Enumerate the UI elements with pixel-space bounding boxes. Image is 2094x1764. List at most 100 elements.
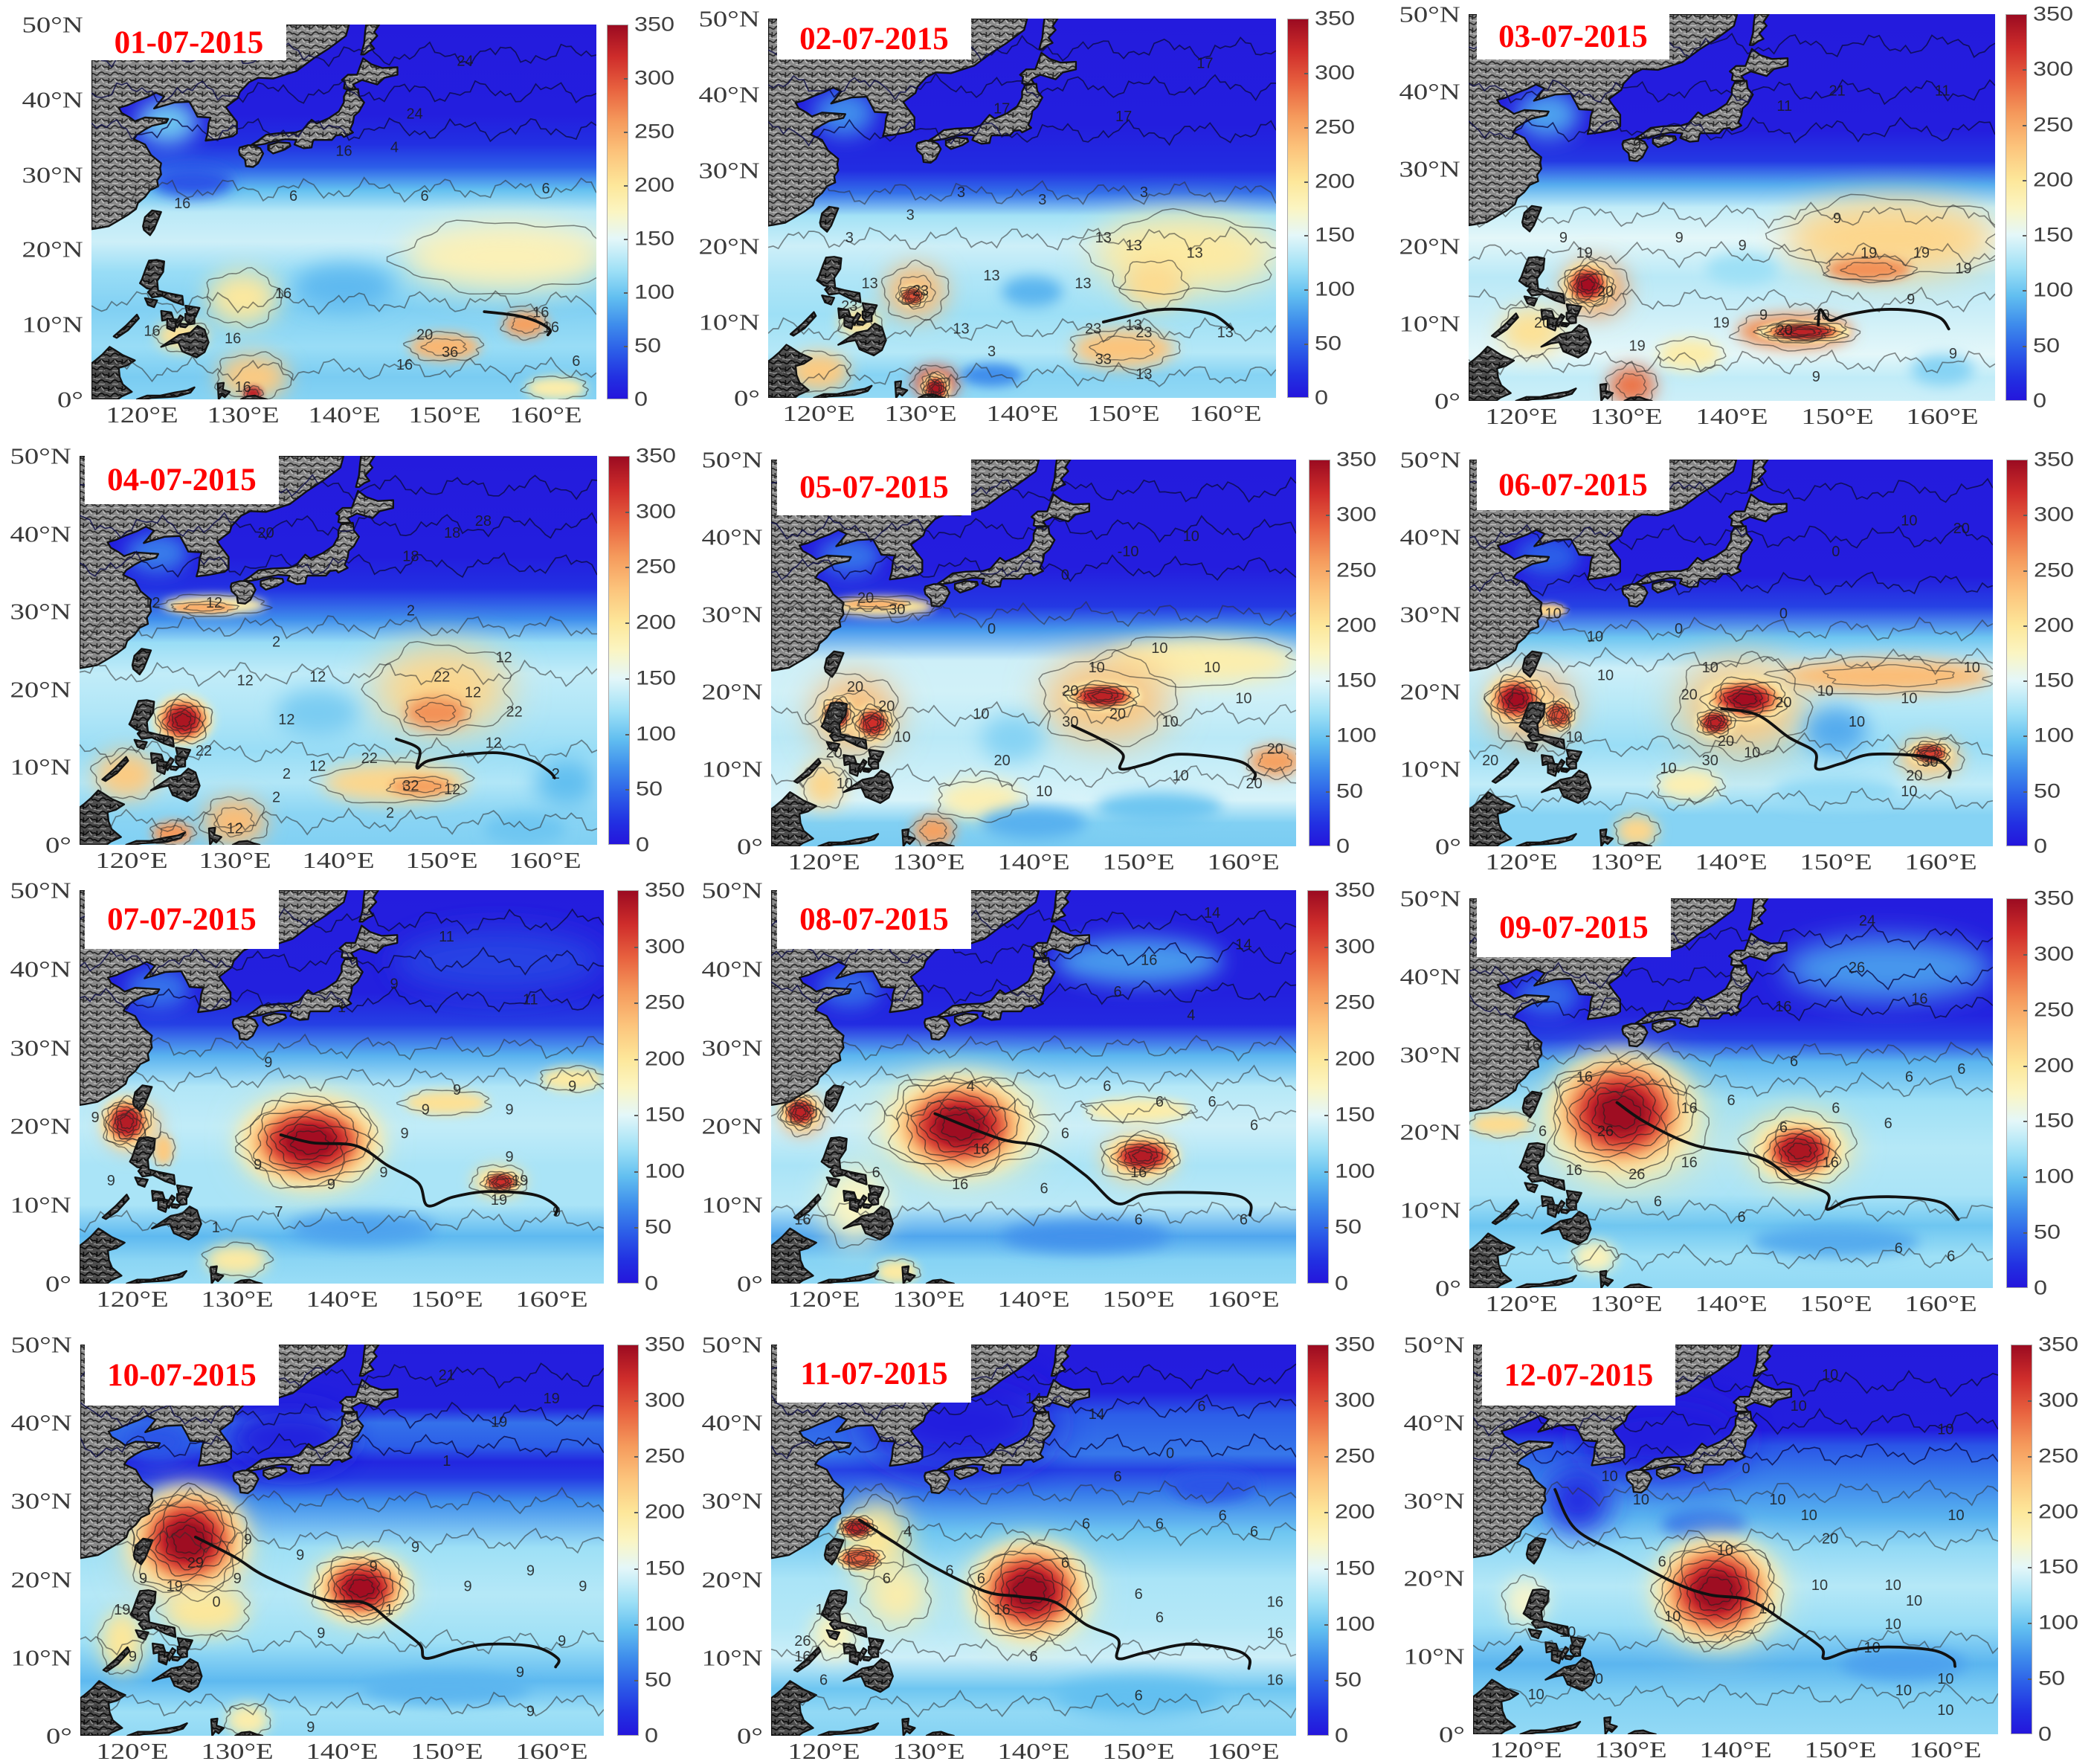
land-sulawesi: [1515, 1275, 1577, 1288]
core-contour: [341, 1574, 381, 1602]
lat-tick-label: 20°N: [1399, 233, 1460, 260]
core-contour: [941, 1112, 980, 1141]
rainfall-patch: [390, 777, 453, 796]
contour-label: 16: [1267, 1625, 1283, 1641]
land-luzon: [128, 699, 175, 748]
date-label-box: 08-07-2015: [777, 890, 971, 949]
patch-contour: [1839, 262, 1897, 277]
core-contour: [119, 1114, 135, 1130]
land-mindanao: [149, 767, 201, 802]
contour-label: 10: [1183, 528, 1199, 544]
core-contour: [492, 1176, 509, 1188]
colorbar-tick-mark: [2023, 791, 2027, 793]
colorbar-tick-label: 200: [2034, 1054, 2075, 1077]
patch-contour: [361, 640, 514, 737]
lon-tick-label: 120°E: [787, 1286, 860, 1312]
colorbar-tick-mark: [2023, 179, 2026, 181]
land-honshu: [245, 1411, 364, 1475]
patch-contour: [520, 375, 589, 399]
core-contour: [908, 292, 918, 300]
rainfall-patch: [152, 1133, 174, 1166]
contour-line: [1469, 1072, 1993, 1098]
lat-tick-label: 0°: [1439, 1721, 1465, 1748]
lon-tick-label: 120°E: [782, 400, 855, 426]
lat-tick-label: 30°N: [22, 161, 83, 188]
lat-tick-label: 50°N: [22, 11, 83, 38]
lat-tick-label: 50°N: [10, 1331, 72, 1358]
land-new-guinea-west: [1623, 396, 1653, 401]
land-kyushu: [232, 1470, 260, 1495]
contour-label: 16: [1681, 1100, 1698, 1116]
colorbar-tick-label: 350: [634, 13, 675, 36]
contour-label: 10: [1937, 1671, 1953, 1687]
colorbar-tick-label: 50: [2038, 1667, 2066, 1690]
contour-line: [1469, 116, 1995, 144]
contour-label: 10: [1717, 1542, 1733, 1559]
contour-line: [768, 317, 1276, 344]
contour-label: 10: [1544, 605, 1561, 622]
land-luzon: [816, 256, 862, 303]
colorbar: [1307, 890, 1329, 1284]
rainfall-patch: [1573, 1241, 1617, 1273]
rainfall-patch: [1170, 1470, 1254, 1501]
contour-label: 2: [283, 766, 291, 782]
typhoon-rain-core: [1547, 1052, 1695, 1173]
land-kyushu: [1621, 138, 1649, 162]
lat-tick-label: 20°N: [10, 1566, 72, 1593]
contour-label: 16: [532, 304, 549, 321]
rainfall-patch: [152, 167, 233, 197]
contour-line: [80, 1629, 604, 1656]
contour-line: [771, 1635, 1296, 1664]
lat-tick-label: 0°: [45, 831, 71, 858]
colorbar-tick-label: 100: [1315, 277, 1356, 300]
contour-labels: 16 16 26 26 16 16 16 6 6 6 6 6 6 6 6 6 6 6 6 16 16 26 16 24: [1524, 913, 1965, 1265]
lon-tick-label: 150°E: [1102, 849, 1175, 875]
contour-label: 10: [1660, 760, 1676, 776]
land-mindanao: [151, 1205, 202, 1240]
date-label: 01-07-2015: [114, 25, 264, 60]
contour-label: 20: [1109, 706, 1126, 722]
contour-label: 10: [1597, 667, 1614, 683]
land-palawan: [101, 756, 129, 782]
core-contour: [925, 378, 947, 398]
patch-contour: [170, 600, 240, 614]
land-asia-mainland: [768, 19, 1028, 227]
contour-label: 9: [526, 1704, 535, 1720]
lat-tick-label: 50°N: [701, 446, 763, 473]
colorbar-tick-mark: [1324, 1227, 1328, 1229]
colorbar-tick-label: 250: [645, 1444, 686, 1467]
core-contour: [263, 1109, 359, 1173]
contour-label: 6: [1135, 1586, 1143, 1603]
contour-label: 3: [845, 230, 854, 246]
colorbar-tick-label: 100: [2038, 1611, 2079, 1634]
lon-tick-label: 160°E: [1904, 1290, 1977, 1316]
contour-label: 19: [1713, 315, 1730, 331]
colorbar-tick-mark: [634, 1512, 638, 1514]
contour-line: [80, 1432, 604, 1461]
rainfall-patch: [483, 814, 567, 845]
lon-tick-label: 130°E: [201, 1738, 274, 1764]
contour-label: 9: [1559, 230, 1568, 246]
land-taiwan: [819, 205, 840, 233]
contour-label: 16: [1823, 1155, 1839, 1171]
core-contour: [1503, 688, 1530, 709]
lat-tick-label: 40°N: [10, 1409, 72, 1436]
colorbar-tick-label: 100: [2034, 724, 2075, 747]
core-contour: [1005, 1569, 1056, 1612]
land-negros: [158, 1650, 170, 1666]
colorbar-tick-mark: [2023, 570, 2027, 572]
colorbar: [2011, 1345, 2032, 1734]
contour-label: 6: [1658, 1554, 1666, 1571]
contour-label: 9: [453, 1082, 461, 1098]
contour-label: 11: [439, 929, 454, 945]
patch-contour: [908, 813, 958, 846]
patch-contour: [539, 1064, 604, 1093]
contour-label: 9: [422, 1101, 430, 1118]
colorbar-tick-mark: [625, 677, 629, 680]
rainfall-patch: [1616, 815, 1658, 846]
contour-label: 16: [144, 323, 160, 340]
core-contour: [832, 709, 843, 721]
